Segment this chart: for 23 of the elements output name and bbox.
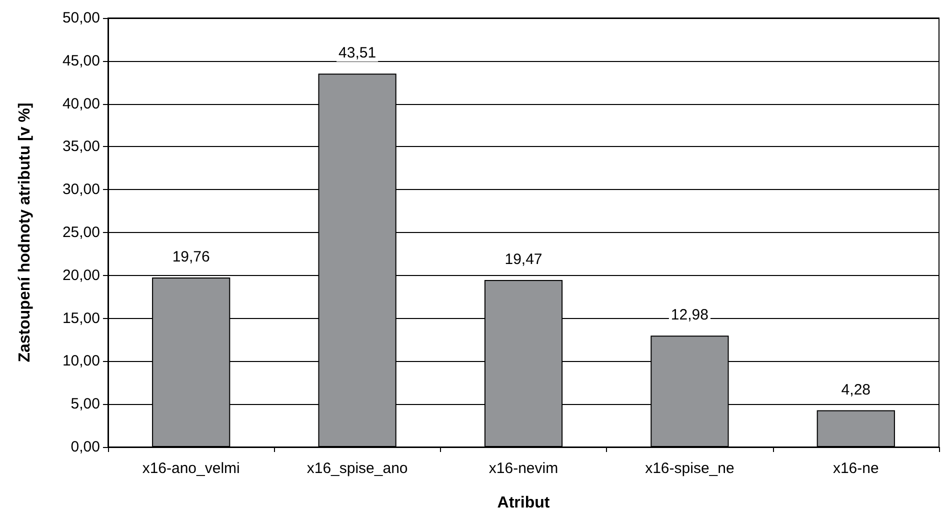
x-tick-label: x16-spise_ne [645, 460, 734, 477]
x-tick-label: x16-nevim [488, 460, 558, 477]
y-tick-label: 50,00 [62, 10, 100, 26]
x-tick-label: x16-ano_velmi [142, 460, 240, 477]
y-tick-label: 35,00 [62, 138, 100, 156]
data-label: 43,51 [338, 44, 376, 62]
data-label: 4,28 [841, 381, 870, 398]
y-tick-label: 10,00 [62, 352, 100, 370]
y-tick-label: 20,00 [62, 266, 100, 284]
y-tick-label: 25,00 [62, 224, 100, 241]
y-tick-label: 30,00 [62, 181, 100, 198]
x-axis-title: Atribut [497, 494, 550, 512]
data-label: 19,76 [172, 248, 210, 266]
x-tick-label: x16-ne [832, 460, 879, 477]
y-axis-title: Zastoupení hodnoty atributu [v %] [16, 102, 34, 362]
data-label: 19,47 [504, 250, 542, 268]
data-label: 12,98 [670, 306, 708, 324]
y-tick-label: 0,00 [70, 438, 100, 456]
y-tick-label: 45,00 [62, 52, 100, 70]
y-tick-label: 15,00 [62, 310, 100, 327]
y-tick-label: 40,00 [62, 95, 100, 112]
y-tick-label: 5,00 [70, 396, 100, 413]
x-tick-label: x16_spise_ano [306, 460, 408, 477]
